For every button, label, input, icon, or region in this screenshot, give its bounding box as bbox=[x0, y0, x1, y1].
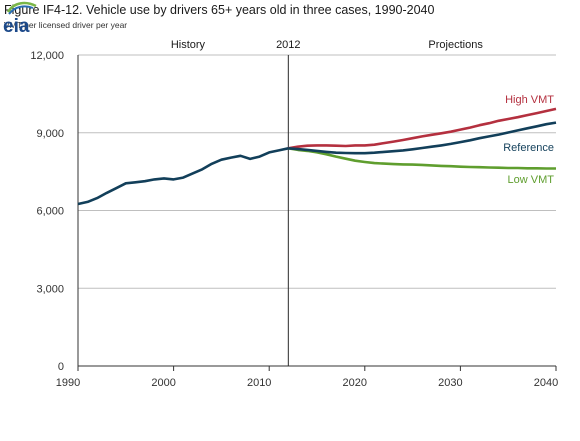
y-tick-label-3000: 3,000 bbox=[36, 283, 64, 295]
low-vmt-label: Low VMT bbox=[508, 174, 555, 186]
y-tick-label-9000: 9,000 bbox=[36, 128, 64, 140]
high-vmt-label: High VMT bbox=[505, 94, 554, 106]
logo-text: eia bbox=[3, 16, 30, 36]
series-line-low-vmt bbox=[288, 147, 556, 170]
history-line bbox=[77, 147, 289, 206]
axes bbox=[77, 55, 557, 371]
y-tick-label-12000: 12,000 bbox=[30, 50, 64, 62]
y-tick-label-0: 0 bbox=[58, 361, 64, 373]
reference-label: Reference bbox=[503, 142, 554, 154]
series-line-reference bbox=[288, 121, 557, 155]
x-tick-label-2030: 2030 bbox=[438, 377, 462, 389]
grid-lines bbox=[78, 54, 556, 289]
eia-logo: eia bbox=[3, 1, 37, 36]
x-tick-label-2010: 2010 bbox=[247, 377, 271, 389]
x-tick-label-2040: 2040 bbox=[534, 377, 558, 389]
series-line-high-vmt bbox=[288, 107, 557, 150]
x-tick-label-2020: 2020 bbox=[343, 377, 367, 389]
divider-year-label: 2012 bbox=[276, 39, 300, 51]
logo-swoosh bbox=[6, 1, 37, 13]
text-labels: 0 3,000 6,000 9,000 12,000 1990 2000 2010 2020 20… bbox=[30, 39, 558, 389]
y-tick-label-6000: 6,000 bbox=[36, 206, 64, 218]
x-tick-label-2000: 2000 bbox=[151, 377, 175, 389]
chart-title: Figure IF4-12. Vehicle use by drivers 65… bbox=[4, 3, 435, 17]
x-tick-label-1990: 1990 bbox=[56, 377, 80, 389]
series-lines bbox=[77, 107, 557, 206]
chart-subtitle: VMT per licensed driver per year bbox=[4, 20, 128, 30]
history-label: History bbox=[171, 39, 206, 51]
projections-label: Projections bbox=[428, 39, 483, 51]
